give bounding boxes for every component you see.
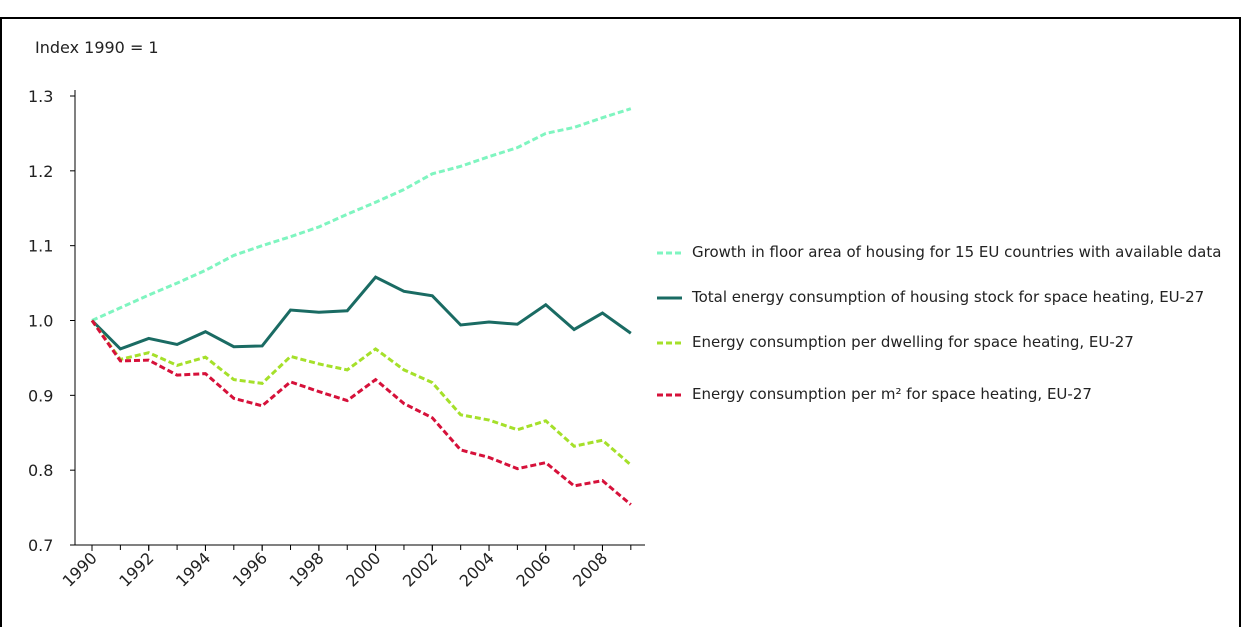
x-tick-label: 2000 [342,548,384,590]
series-line [90,319,632,467]
x-tick-label: 1994 [172,548,214,590]
y-tick-label: 1.1 [28,237,53,256]
x-tick-label: 1990 [59,548,101,590]
legend-label: Growth in floor area of housing for 15 E… [692,243,1222,261]
y-tick-label: 1.2 [28,162,53,181]
y-tick-label: 0.7 [28,536,53,555]
x-tick-label: 1998 [285,548,327,590]
x-tick-label: 1992 [115,548,157,590]
y-tick-label: 1.3 [28,87,53,106]
y-tick-label: 0.8 [28,461,53,480]
series-line [90,275,632,351]
y-tick-label: 0.9 [28,386,53,405]
x-tick-label: 2006 [512,548,554,590]
legend-label: Total energy consumption of housing stoc… [692,288,1205,306]
legend-label: Energy consumption per dwelling for spac… [692,333,1134,351]
x-tick-label: 1996 [229,548,271,590]
y-axis-label: Index 1990 = 1 [35,38,159,57]
frame [0,17,1241,627]
x-tick-label: 2008 [569,548,611,590]
legend-label: Energy consumption per m² for space heat… [692,385,1092,403]
x-tick-label: 2002 [399,548,441,590]
x-tick-label: 2004 [456,548,498,590]
y-tick-label: 1.0 [28,312,53,331]
series-line [91,107,632,322]
series-line [90,319,632,506]
